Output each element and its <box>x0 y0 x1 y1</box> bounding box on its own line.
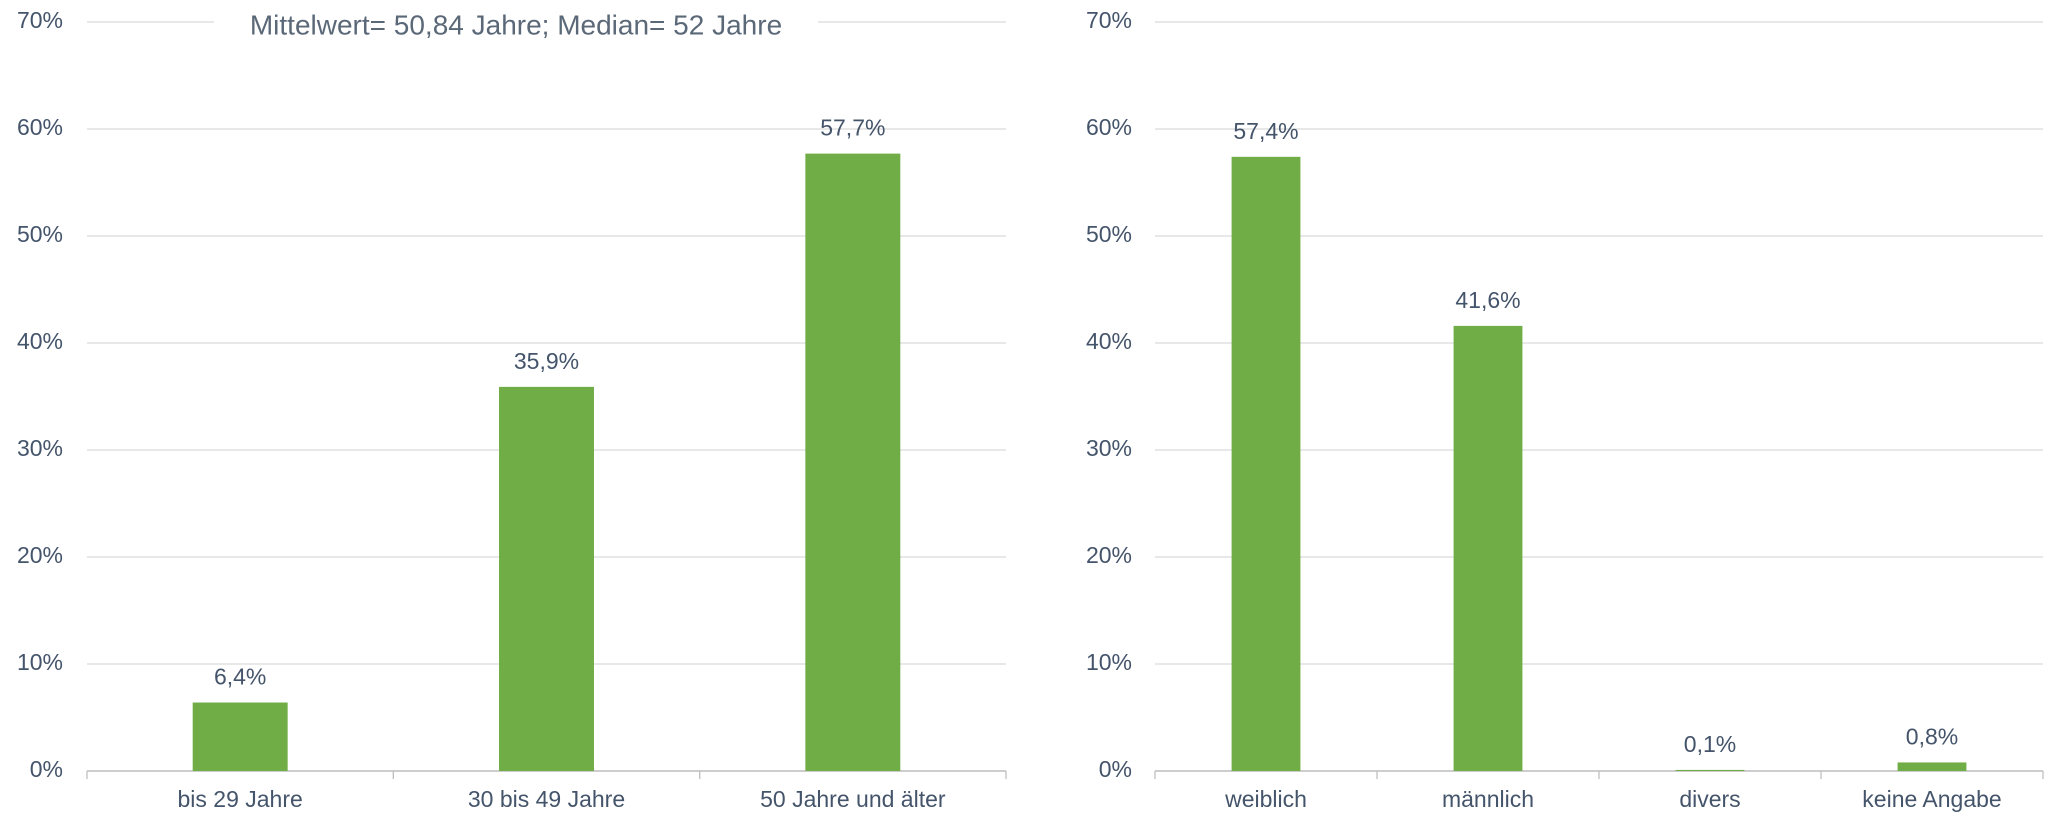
data-label: 57,7% <box>820 115 885 141</box>
data-label: 6,4% <box>214 664 266 690</box>
data-label: 0,8% <box>1906 724 1958 750</box>
y-tick-label: 40% <box>17 328 63 354</box>
y-tick-label: 10% <box>17 649 63 675</box>
bar <box>805 153 901 772</box>
y-tick-label: 40% <box>1086 328 1132 354</box>
y-tick-label: 50% <box>17 221 63 247</box>
data-label: 0,1% <box>1684 731 1736 757</box>
panel: 0% 10% 20% 30% 40% 50% 60% 70% 6,4% bis 29 Jahre 3… <box>17 7 1007 812</box>
annotation-background <box>214 8 818 46</box>
x-tick-label: divers <box>1679 786 1740 812</box>
bar <box>499 386 594 771</box>
bar <box>1675 769 1745 771</box>
y-tick-label: 70% <box>17 7 63 33</box>
y-tick-label: 0% <box>1099 756 1132 782</box>
x-tick-label: weiblich <box>1224 786 1307 812</box>
x-tick-label: bis 29 Jahre <box>178 786 303 812</box>
y-tick-label: 0% <box>30 756 63 782</box>
y-tick-label: 60% <box>1086 114 1132 140</box>
x-tick-label: männlich <box>1442 786 1534 812</box>
y-tick-label: 70% <box>1086 7 1132 33</box>
x-tick-label: 50 Jahre und älter <box>760 786 946 812</box>
y-tick-label: 50% <box>1086 221 1132 247</box>
y-tick-label: 30% <box>17 435 63 461</box>
bar <box>192 702 288 771</box>
data-label: 57,4% <box>1233 118 1298 144</box>
y-tick-label: 10% <box>1086 649 1132 675</box>
x-tick-label: keine Angabe <box>1862 786 2001 812</box>
bar <box>1897 762 1967 771</box>
x-tick-label: 30 bis 49 Jahre <box>468 786 625 812</box>
data-label: 35,9% <box>514 348 579 374</box>
data-label: 41,6% <box>1455 287 1520 313</box>
y-tick-label: 60% <box>17 114 63 140</box>
y-tick-label: 20% <box>17 542 63 568</box>
bar <box>1231 156 1301 771</box>
annotation: Mittelwert= 50,84 Jahre; Median= 52 Jahr… <box>250 9 782 40</box>
bar <box>1453 325 1523 771</box>
y-tick-label: 30% <box>1086 435 1132 461</box>
y-tick-label: 20% <box>1086 542 1132 568</box>
panel: 0% 10% 20% 30% 40% 50% 60% 70% 57,4% weiblich 41,6… <box>1086 7 2044 812</box>
